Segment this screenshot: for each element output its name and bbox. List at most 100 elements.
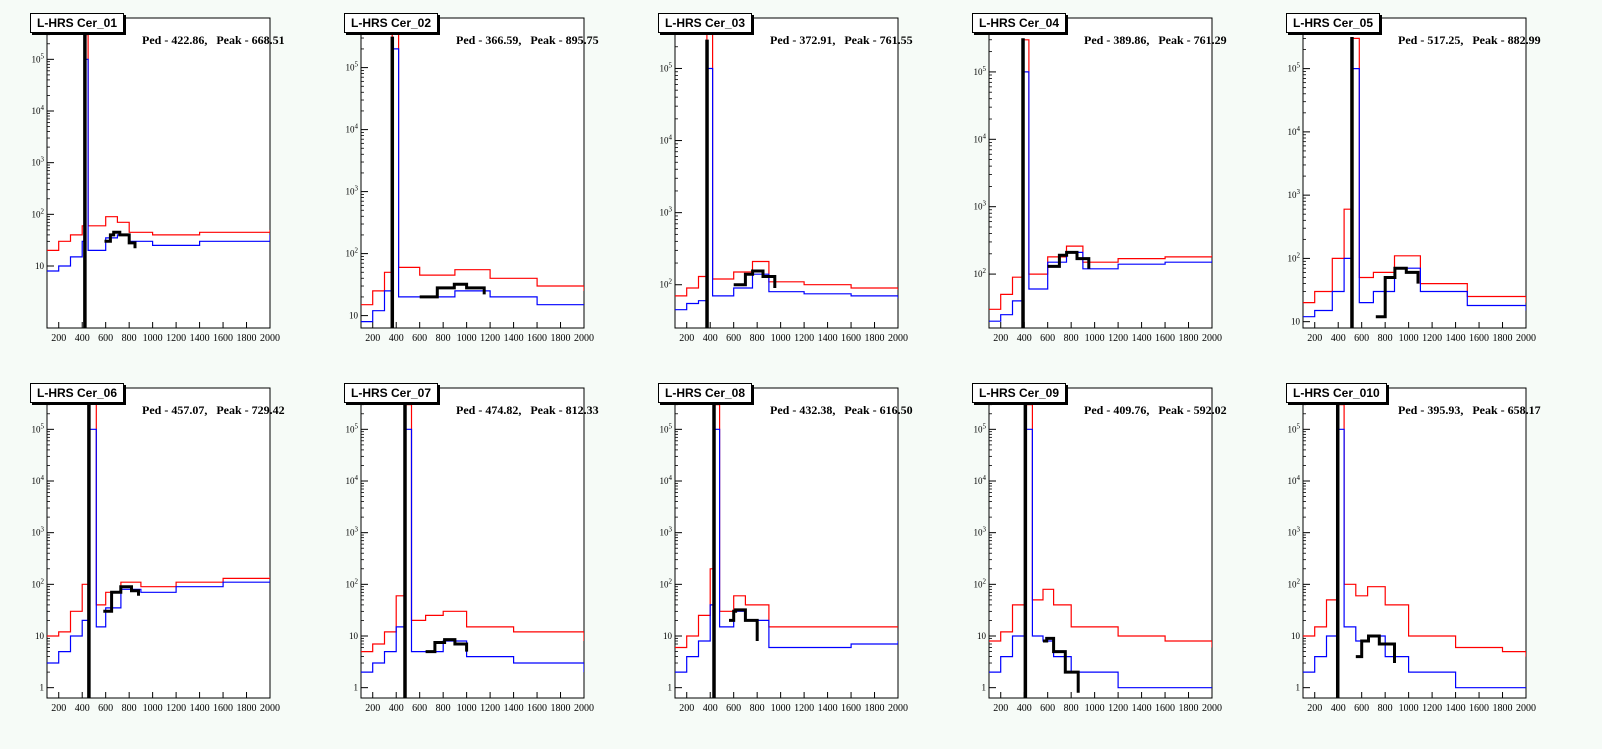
x-tick-label: 1200 [1422, 703, 1442, 714]
x-tick-label: 1400 [504, 333, 524, 344]
x-tick-label: 800 [122, 703, 137, 714]
x-tick-label: 1800 [865, 333, 885, 344]
histogram-title: L-HRS Cer_06 [30, 383, 125, 403]
histogram-plot: 200 400 600 800 1000 1200 1400 1600 1800 2000 102 1… [660, 17, 908, 344]
histogram-pad: 200 400 600 800 1000 1200 1400 1600 1800 2000 1 10 1… [12, 375, 312, 715]
fit-curve [1355, 634, 1396, 663]
x-tick-label: 1200 [794, 333, 814, 344]
x-tick-label: 2000 [260, 703, 280, 714]
x-tick-label: 2000 [1202, 703, 1222, 714]
y-tick-label: 1 [354, 683, 359, 693]
x-tick-label: 1600 [841, 333, 861, 344]
x-tick-label: 1800 [1179, 333, 1199, 344]
y-tick-label: 10 [349, 311, 359, 321]
histogram-red-series [675, 33, 898, 297]
y-tick-label: 10 [35, 631, 45, 641]
histogram-plot: 200 400 600 800 1000 1200 1400 1600 1800 2000 1 10 1… [660, 387, 908, 714]
y-tick-label: 104 [346, 474, 359, 486]
x-tick-label: 1200 [794, 703, 814, 714]
histogram-plot: 200 400 600 800 1000 1200 1400 1600 1800 2000 1 10 1… [32, 387, 280, 714]
x-tick-label: 800 [1378, 703, 1393, 714]
x-tick-label: 1600 [213, 333, 233, 344]
y-tick-label: 10 [663, 631, 673, 641]
x-tick-label: 600 [726, 333, 741, 344]
x-tick-label: 400 [389, 703, 404, 714]
x-tick-label: 1200 [480, 703, 500, 714]
y-tick-label: 103 [32, 526, 45, 538]
y-tick-label: 104 [1288, 474, 1301, 486]
x-tick-label: 200 [1307, 703, 1322, 714]
y-tick-label: 105 [1288, 422, 1301, 434]
x-tick-label: 2000 [1516, 333, 1536, 344]
x-tick-label: 1800 [551, 333, 571, 344]
fit-curve [1043, 636, 1080, 693]
histogram-plot: 200 400 600 800 1000 1200 1400 1600 1800 2000 10 10… [1288, 17, 1536, 344]
plot-frame [360, 387, 585, 699]
histogram-red-series [989, 39, 1212, 310]
histogram-plot: 200 400 600 800 1000 1200 1400 1600 1800 2000 1 10 1… [1288, 387, 1536, 714]
histogram-title: L-HRS Cer_03 [658, 13, 753, 33]
x-tick-label: 800 [750, 703, 765, 714]
x-tick-label: 2000 [888, 333, 908, 344]
fit-curve [729, 608, 759, 641]
histogram-blue-series [47, 58, 270, 272]
y-tick-label: 104 [660, 474, 673, 486]
histogram-title: L-HRS Cer_05 [1286, 13, 1381, 33]
y-tick-label: 105 [32, 422, 45, 434]
y-tick-label: 103 [346, 185, 359, 197]
fit-curve [1047, 250, 1091, 269]
x-tick-label: 1600 [841, 703, 861, 714]
x-tick-label: 400 [1017, 703, 1032, 714]
y-tick-label: 104 [32, 474, 45, 486]
y-tick-label: 1 [1296, 683, 1301, 693]
x-tick-label: 2000 [574, 333, 594, 344]
plot-frame [360, 17, 585, 329]
x-tick-label: 800 [436, 333, 451, 344]
x-tick-label: 600 [98, 703, 113, 714]
y-tick-label: 102 [32, 207, 45, 219]
plot-frame [46, 387, 271, 699]
ped-peak-label: Ped - 395.93, Peak - 658.17 [1398, 403, 1541, 417]
x-tick-label: 800 [1378, 333, 1393, 344]
x-tick-label: 1800 [1493, 333, 1513, 344]
x-tick-label: 200 [1307, 333, 1322, 344]
plot-frame [674, 387, 899, 699]
y-tick-label: 1 [982, 683, 987, 693]
x-tick-label: 1800 [1493, 703, 1513, 714]
x-tick-label: 1800 [1179, 703, 1199, 714]
x-tick-label: 1400 [190, 333, 210, 344]
y-tick-label: 1 [40, 683, 45, 693]
x-tick-label: 1200 [480, 333, 500, 344]
x-tick-label: 400 [389, 333, 404, 344]
histogram-red-series [989, 404, 1212, 648]
x-tick-label: 200 [51, 703, 66, 714]
y-tick-label: 10 [35, 261, 45, 271]
y-tick-label: 104 [974, 132, 987, 144]
histogram-blue-series [47, 428, 270, 664]
y-tick-label: 103 [974, 200, 987, 212]
x-tick-label: 400 [1017, 333, 1032, 344]
histogram-pad: 200 400 600 800 1000 1200 1400 1600 1800 2000 1 10 1… [1268, 375, 1568, 715]
histogram-title: L-HRS Cer_01 [30, 13, 125, 33]
ped-peak-label: Ped - 422.86, Peak - 668.51 [142, 33, 285, 47]
x-tick-label: 1000 [1399, 333, 1419, 344]
histogram-title: L-HRS Cer_02 [344, 13, 439, 33]
x-tick-label: 1400 [818, 703, 838, 714]
plot-frame [1302, 17, 1527, 329]
x-tick-label: 1400 [1446, 703, 1466, 714]
y-tick-label: 102 [346, 247, 359, 259]
histogram-pad: 200 400 600 800 1000 1200 1400 1600 1800 2000 1 10 1… [326, 375, 626, 715]
y-tick-label: 10 [1291, 631, 1301, 641]
plot-frame [988, 17, 1213, 329]
y-tick-label: 10 [977, 631, 987, 641]
ped-peak-label: Ped - 366.59, Peak - 895.75 [456, 33, 599, 47]
histogram-red-series [47, 34, 270, 251]
ped-peak-label: Ped - 432.38, Peak - 616.50 [770, 403, 913, 417]
histogram-pad: 200 400 600 800 1000 1200 1400 1600 1800 2000 10 10… [1268, 5, 1568, 345]
y-tick-label: 102 [32, 577, 45, 589]
x-tick-label: 400 [703, 333, 718, 344]
x-tick-label: 200 [365, 333, 380, 344]
x-tick-label: 200 [993, 703, 1008, 714]
histogram-title: L-HRS Cer_04 [972, 13, 1067, 33]
